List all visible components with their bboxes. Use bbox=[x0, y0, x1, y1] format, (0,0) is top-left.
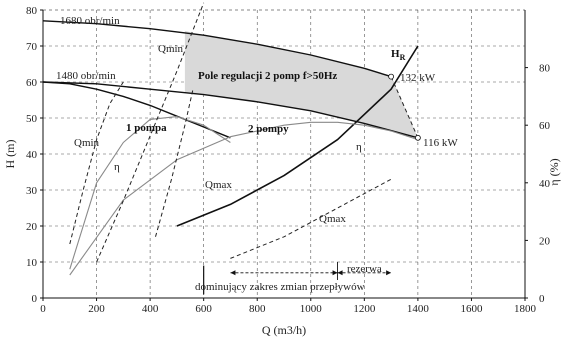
x-axis-title: Q (m3/h) bbox=[262, 323, 306, 337]
envelope-qmax_2 bbox=[230, 178, 392, 259]
point-132kw bbox=[388, 73, 395, 80]
x-tick-label: 400 bbox=[142, 303, 159, 315]
envelope-qmax_1 bbox=[155, 89, 194, 237]
series-line-pump-1680 bbox=[42, 20, 392, 78]
curves-layer bbox=[42, 2, 419, 295]
labels-layer: 1680 obr/min 1480 obr/min HR Pole regulacji… bbox=[56, 15, 458, 293]
y-tick-label: 30 bbox=[26, 185, 38, 197]
y-tick-label: 20 bbox=[26, 221, 38, 233]
range-arrow-head bbox=[332, 270, 338, 276]
x-tick-label: 1600 bbox=[460, 303, 483, 315]
y2-tick-label: 0 bbox=[539, 293, 545, 305]
range-arrow-head bbox=[337, 270, 343, 276]
label-dominant-range: dominujący zakres zmian przepływów bbox=[195, 281, 365, 293]
series-line-pump-1480 bbox=[42, 81, 231, 139]
y2-tick-label: 20 bbox=[539, 235, 551, 247]
y-tick-label: 70 bbox=[26, 41, 38, 53]
x-tick-label: 200 bbox=[88, 303, 105, 315]
label-2-pumps: 2 pompy bbox=[248, 123, 289, 135]
label-eta-2: η bbox=[356, 141, 362, 153]
axes-layer: 0 200 400 600 800 1000 1200 1400 1600 18000102030… bbox=[3, 5, 561, 337]
label-1-pump: 1 pompa bbox=[126, 122, 167, 134]
y-tick-label: 60 bbox=[26, 77, 38, 89]
y2-tick-label: 40 bbox=[539, 178, 551, 190]
range-arrow-head bbox=[230, 270, 236, 276]
y-tick-label: 0 bbox=[32, 293, 38, 305]
y2-tick-label: 60 bbox=[539, 120, 551, 132]
label-qmin-lower: Qmin bbox=[74, 137, 100, 149]
x-tick-label: 1000 bbox=[300, 303, 323, 315]
regulation-region-layer bbox=[184, 30, 418, 138]
y-tick-label: 10 bbox=[26, 257, 38, 269]
y2-tick-label: 80 bbox=[539, 63, 551, 75]
envelope-qmin_2 bbox=[96, 2, 205, 263]
y-tick-label: 80 bbox=[26, 5, 38, 17]
label-1680-rpm: 1680 obr/min bbox=[60, 15, 120, 27]
grid-lines bbox=[43, 10, 525, 298]
y-tick-label: 40 bbox=[26, 149, 38, 161]
x-tick-label: 1200 bbox=[353, 303, 376, 315]
label-qmin-upper: Qmin bbox=[158, 43, 184, 55]
label-power-116: 116 kW bbox=[423, 137, 458, 149]
x-tick-label: 600 bbox=[195, 303, 212, 315]
x-tick-label: 1800 bbox=[514, 303, 537, 315]
label-qmax-2: Qmax bbox=[319, 213, 346, 225]
x-tick-label: 0 bbox=[40, 303, 46, 315]
envelope-qmin_1 bbox=[69, 81, 124, 245]
series-line-eff-1 bbox=[69, 116, 231, 270]
series-line-eff-2 bbox=[69, 121, 419, 276]
label-system-curve: HR bbox=[391, 48, 406, 62]
x-tick-label: 800 bbox=[249, 303, 266, 315]
y2-axis-title: η (%) bbox=[547, 158, 561, 185]
label-system-curve-sub: R bbox=[400, 53, 406, 62]
regulation-region-fill bbox=[184, 30, 418, 138]
region-label: Pole regulacji 2 pomp f>50Hz bbox=[198, 70, 337, 82]
point-116kw bbox=[414, 134, 421, 141]
label-power-132: 132 kW bbox=[400, 72, 436, 84]
range-arrow-head bbox=[386, 270, 392, 276]
label-reserve: rezerwa bbox=[347, 263, 382, 275]
series-line-pump-2-1480 bbox=[42, 81, 419, 139]
x-tick-label: 1400 bbox=[407, 303, 430, 315]
series-line-system bbox=[176, 45, 419, 227]
y-tick-label: 50 bbox=[26, 113, 38, 125]
y-axis-title: H (m) bbox=[3, 140, 17, 169]
label-1480-rpm: 1480 obr/min bbox=[56, 70, 116, 82]
label-qmax-1: Qmax bbox=[205, 179, 232, 191]
label-eta-1: η bbox=[114, 161, 120, 173]
